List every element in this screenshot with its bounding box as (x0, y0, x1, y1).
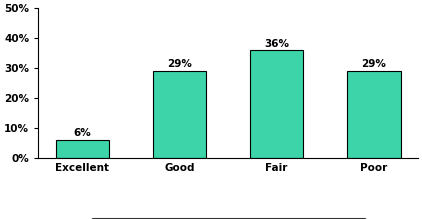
Text: 36%: 36% (264, 39, 289, 49)
Bar (250, 50, 303, 158)
Bar (347, 71, 400, 158)
Text: 6%: 6% (73, 128, 91, 138)
Bar (56, 140, 109, 158)
Bar (153, 71, 206, 158)
Text: 29%: 29% (361, 60, 386, 69)
Legend: All Privately Insured Home Care Claimants: All Privately Insured Home Care Claimant… (90, 218, 365, 219)
Text: 29%: 29% (167, 60, 192, 69)
